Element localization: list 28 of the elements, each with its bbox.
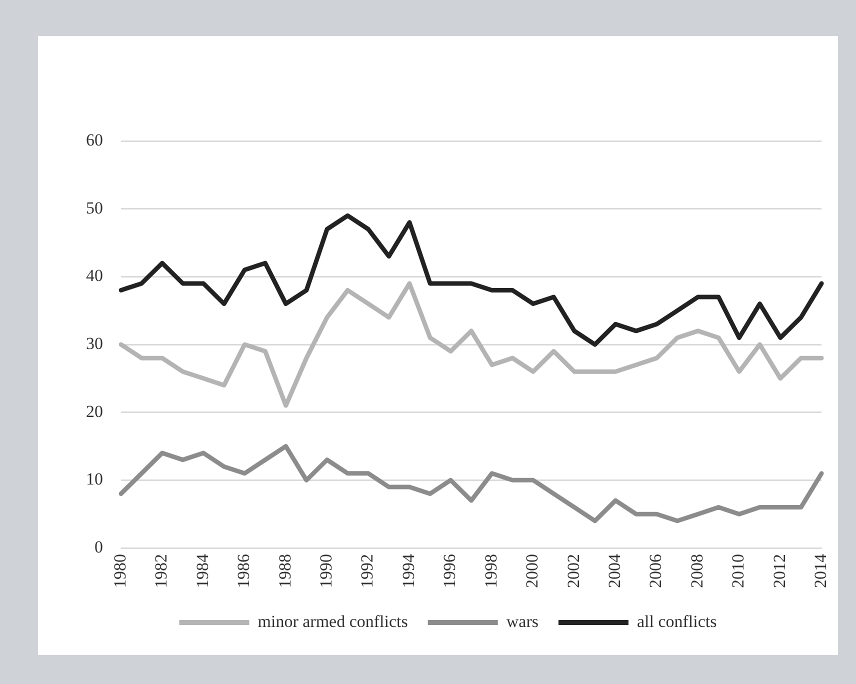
legend-label: wars [506,612,538,631]
x-tick-label: 1996 [440,554,460,588]
x-tick-label: 2006 [646,554,666,588]
y-tick-label: 30 [86,334,103,353]
x-tick-label: 1990 [316,554,336,588]
y-tick-label: 20 [86,402,103,421]
legend-label: all conflicts [636,612,717,631]
x-tick-label: 2000 [522,554,542,588]
x-tick-label: 1982 [152,554,171,588]
x-tick-label: 1984 [192,554,212,588]
y-tick-label: 40 [86,266,103,286]
y-tick-label: 50 [86,198,103,218]
x-tick-label: 2002 [564,554,583,588]
y-tick-label: 0 [94,537,103,556]
x-tick-label: 1980 [110,554,130,588]
x-tick-label: 1992 [358,554,377,588]
x-tick-label: 1988 [275,554,294,588]
y-tick-label: 10 [86,470,103,489]
legend-label: minor armed conflicts [258,612,408,631]
y-tick-label: 60 [86,130,103,150]
x-tick-label: 2008 [687,554,706,588]
x-tick-label: 2010 [728,554,748,588]
x-tick-label: 1998 [481,554,500,588]
x-tick-label: 1994 [398,554,418,588]
x-tick-label: 2004 [605,554,624,588]
x-tick-label: 1986 [234,554,254,588]
x-tick-label: 2014 [811,554,830,588]
x-tick-label: 2012 [770,554,789,588]
